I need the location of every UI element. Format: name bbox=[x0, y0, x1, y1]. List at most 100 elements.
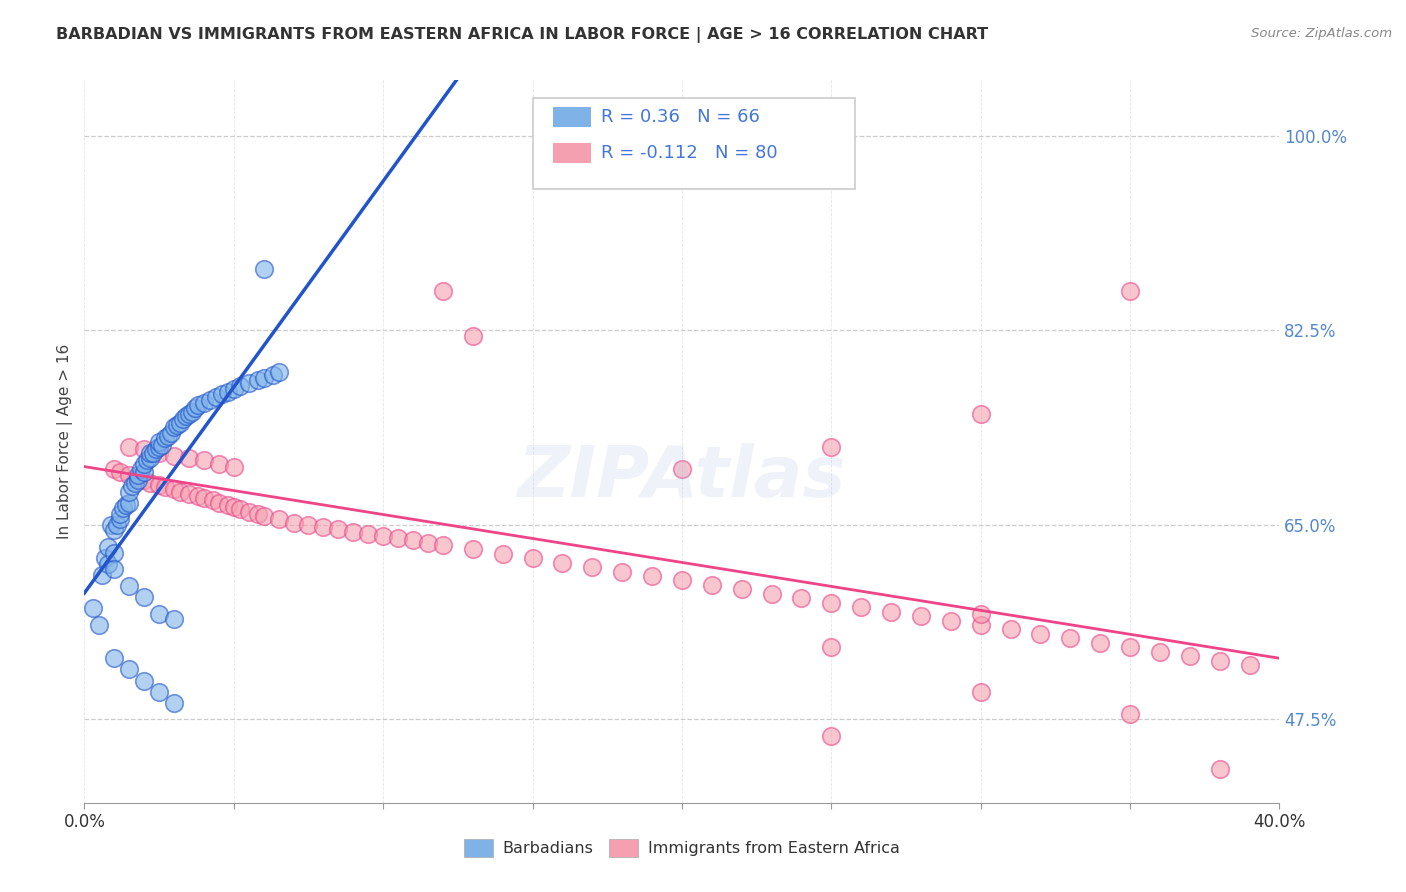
Point bbox=[148, 434, 170, 449]
Point bbox=[94, 551, 117, 566]
Point bbox=[187, 489, 209, 503]
Point bbox=[112, 501, 135, 516]
Point bbox=[187, 398, 209, 412]
Point bbox=[1119, 640, 1142, 655]
Point bbox=[124, 475, 146, 490]
Point bbox=[253, 262, 276, 277]
Point bbox=[177, 407, 200, 421]
Bar bbox=[553, 143, 591, 163]
Point bbox=[118, 662, 141, 676]
Point bbox=[139, 475, 162, 490]
Point bbox=[132, 474, 156, 488]
Point bbox=[970, 407, 993, 421]
Text: R = 0.36   N = 66: R = 0.36 N = 66 bbox=[600, 108, 759, 126]
Point bbox=[118, 484, 141, 499]
Text: BARBADIAN VS IMMIGRANTS FROM EASTERN AFRICA IN LABOR FORCE | AGE > 16 CORRELATIO: BARBADIAN VS IMMIGRANTS FROM EASTERN AFR… bbox=[56, 27, 988, 43]
Point bbox=[297, 517, 319, 532]
Point bbox=[416, 535, 439, 549]
Point bbox=[228, 379, 252, 393]
Point bbox=[1119, 706, 1142, 721]
Point bbox=[174, 409, 197, 423]
Point bbox=[172, 412, 194, 426]
Point bbox=[110, 507, 132, 521]
Point bbox=[118, 496, 141, 510]
Point bbox=[103, 651, 125, 665]
Point bbox=[283, 516, 305, 530]
Point bbox=[211, 386, 233, 401]
Point bbox=[163, 420, 186, 434]
Point bbox=[1239, 657, 1261, 672]
Point bbox=[551, 556, 574, 570]
Point bbox=[246, 507, 269, 521]
Point bbox=[312, 520, 335, 534]
Point bbox=[103, 524, 125, 538]
Point bbox=[222, 382, 245, 396]
Point bbox=[184, 401, 207, 416]
Point bbox=[177, 487, 200, 501]
Point bbox=[238, 376, 260, 390]
Point bbox=[217, 384, 239, 399]
Point bbox=[387, 531, 409, 545]
Point bbox=[127, 467, 149, 482]
Point bbox=[153, 431, 176, 445]
Point bbox=[103, 562, 125, 576]
Point bbox=[145, 442, 167, 457]
Point bbox=[262, 368, 284, 382]
Point bbox=[970, 618, 993, 632]
Point bbox=[153, 480, 176, 494]
Point bbox=[1209, 653, 1232, 667]
Point bbox=[761, 587, 783, 601]
Point bbox=[731, 582, 754, 597]
Bar bbox=[553, 107, 591, 128]
Point bbox=[163, 696, 186, 710]
Point bbox=[700, 578, 723, 592]
Point bbox=[1090, 636, 1112, 650]
Point bbox=[163, 449, 186, 463]
Point bbox=[222, 460, 245, 475]
Text: ZIPAtlas: ZIPAtlas bbox=[517, 443, 846, 512]
Point bbox=[163, 612, 186, 626]
Point bbox=[136, 453, 159, 467]
Point bbox=[118, 440, 141, 454]
Point bbox=[103, 462, 125, 476]
Point bbox=[177, 451, 200, 466]
Point bbox=[671, 462, 693, 476]
Point bbox=[253, 371, 276, 385]
Point bbox=[127, 474, 149, 488]
Point bbox=[238, 505, 260, 519]
Point bbox=[1119, 285, 1142, 299]
Point bbox=[148, 684, 170, 698]
Point bbox=[132, 673, 156, 688]
Point bbox=[820, 440, 842, 454]
Point bbox=[118, 579, 141, 593]
Point bbox=[139, 445, 162, 459]
Point bbox=[880, 605, 903, 619]
Point bbox=[970, 607, 993, 621]
Point bbox=[970, 684, 993, 698]
Point bbox=[110, 512, 132, 526]
Point bbox=[193, 491, 215, 506]
Point bbox=[160, 425, 183, 440]
Point bbox=[169, 416, 191, 430]
Point bbox=[148, 445, 170, 459]
Point bbox=[851, 600, 873, 615]
Point bbox=[169, 484, 191, 499]
Point bbox=[89, 618, 111, 632]
Point bbox=[82, 601, 104, 615]
Point bbox=[267, 364, 290, 378]
Point bbox=[139, 451, 162, 466]
Point bbox=[163, 483, 186, 497]
Point bbox=[820, 596, 842, 610]
Point bbox=[115, 498, 138, 512]
Point bbox=[820, 729, 842, 743]
Point bbox=[1000, 623, 1022, 637]
Point bbox=[522, 551, 544, 566]
Point bbox=[641, 569, 664, 583]
Point bbox=[121, 479, 143, 493]
Point bbox=[820, 640, 842, 655]
Point bbox=[150, 438, 173, 452]
Point bbox=[267, 512, 290, 526]
Point bbox=[328, 522, 350, 536]
Point bbox=[1059, 632, 1081, 646]
Point bbox=[790, 591, 813, 606]
